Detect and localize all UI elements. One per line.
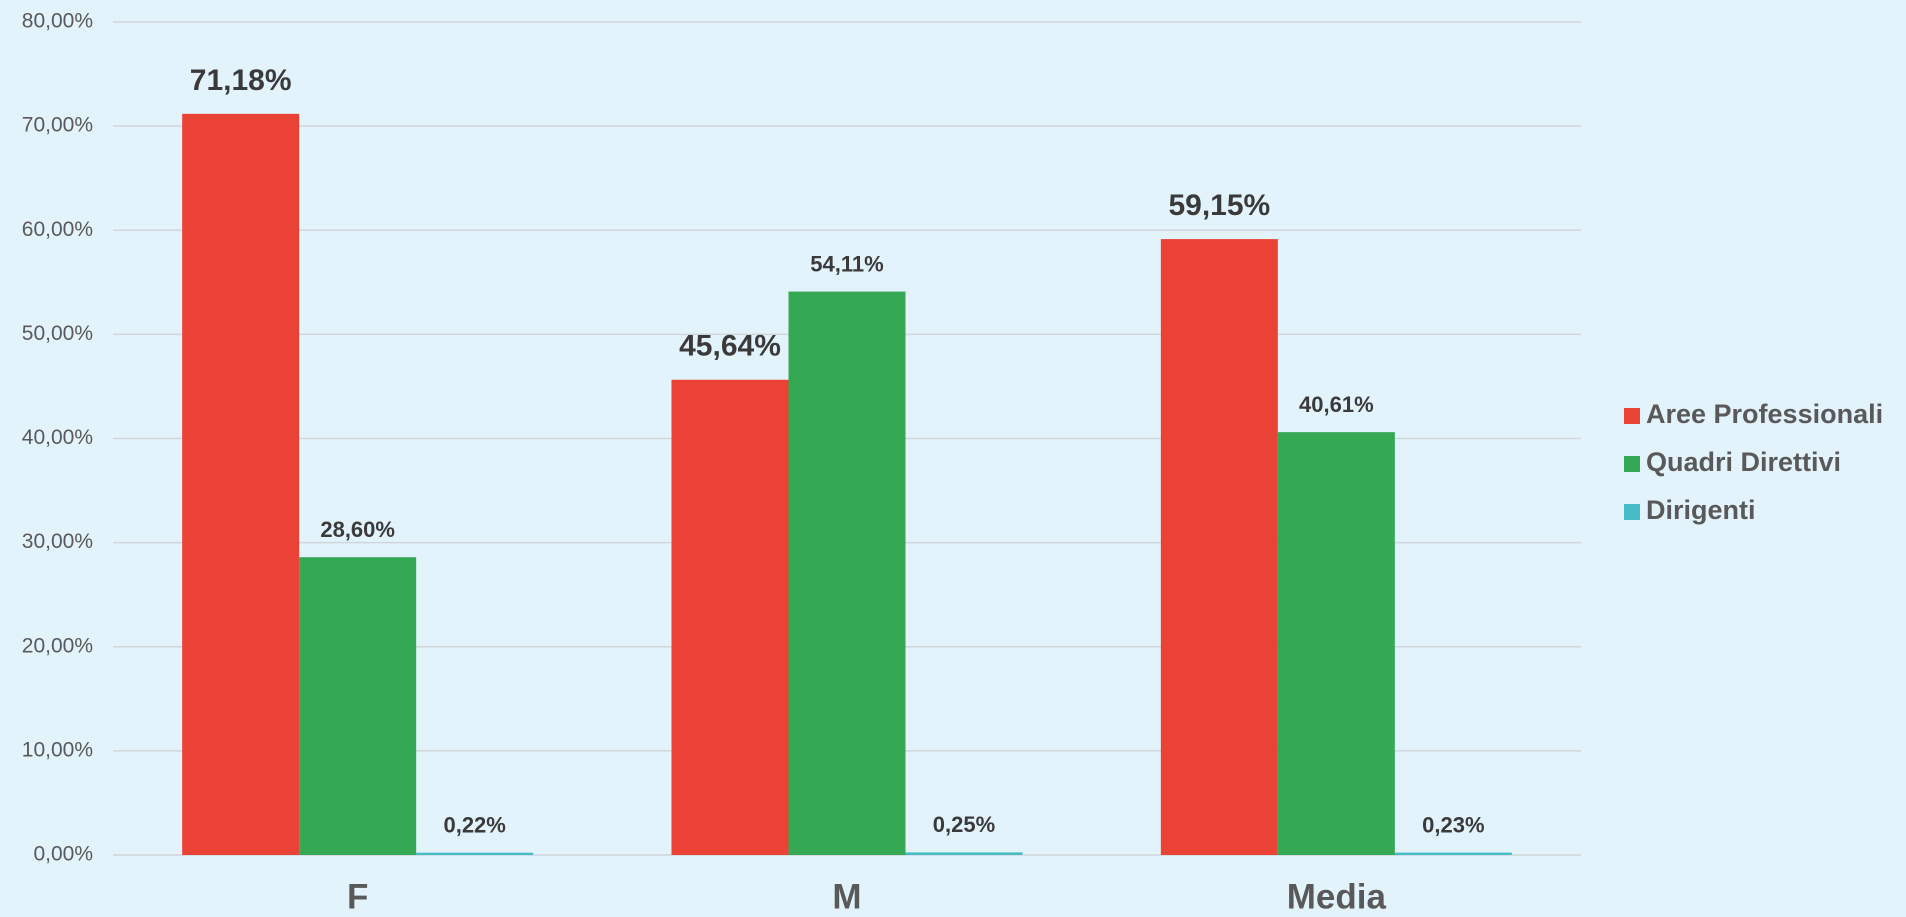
legend-label: Dirigenti [1646,495,1756,525]
bar [182,113,300,855]
y-tick-label: 70,00% [22,114,93,137]
x-tick-label: F [347,877,368,916]
bar [671,379,789,855]
value-label: 28,60% [320,517,395,542]
bar [1160,239,1278,855]
y-tick-label: 60,00% [22,218,93,241]
value-label: 54,11% [810,251,883,276]
y-tick-label: 20,00% [22,634,93,657]
value-label: 0,23% [1422,812,1484,837]
legend-swatch [1624,456,1640,472]
y-tick-label: 10,00% [22,738,93,761]
y-tick-label: 0,00% [33,843,93,866]
x-tick-label: M [832,877,861,916]
y-tick-label: 40,00% [22,426,93,449]
y-tick-label: 50,00% [22,322,93,345]
value-label: 71,18% [190,64,292,97]
legend-label: Aree Professionali [1646,399,1883,429]
legend-swatch [1624,504,1640,520]
y-tick-label: 30,00% [22,530,93,553]
bar [1394,852,1512,855]
value-label: 40,61% [1299,392,1374,417]
legend-label: Quadri Direttivi [1646,447,1841,477]
legend-swatch [1624,408,1640,424]
y-tick-label: 80,00% [22,10,93,33]
value-label: 59,15% [1168,189,1270,222]
bar [905,852,1023,855]
bar [1277,432,1395,855]
value-label: 0,25% [933,812,995,837]
value-label: 45,64% [679,330,781,363]
value-label: 0,22% [443,813,505,838]
x-tick-label: Media [1287,877,1387,916]
bar [416,852,534,855]
bar [299,557,417,855]
bar [788,291,906,856]
